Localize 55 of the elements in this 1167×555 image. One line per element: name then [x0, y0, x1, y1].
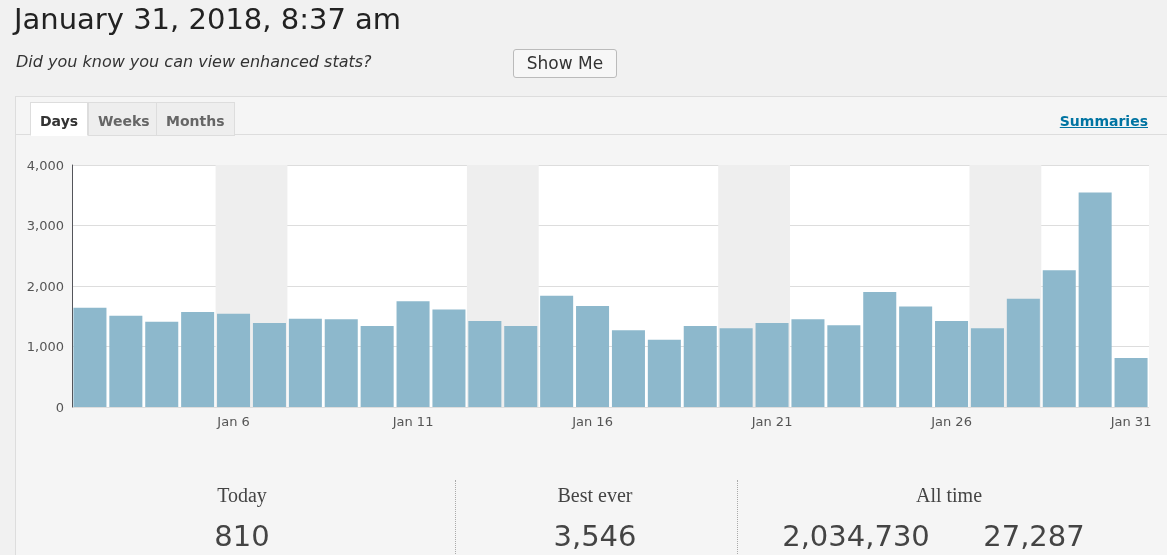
bar [1114, 358, 1148, 407]
bar [109, 315, 143, 407]
x-tick-label: Jan 6 [216, 414, 250, 429]
text: Weeks [88, 102, 160, 136]
bar [683, 325, 717, 407]
bar [73, 307, 107, 407]
bar [181, 312, 215, 407]
text: Months [156, 102, 235, 136]
chart-subtitle: Did you know you can view enhanced stats? [16, 52, 372, 71]
y-tick-label: 3,000 [26, 218, 64, 233]
bar [360, 325, 394, 407]
bar [1042, 270, 1076, 407]
x-tick-label: Jan 16 [571, 414, 613, 429]
bar [827, 325, 861, 407]
text: 2,034,730 [782, 519, 930, 553]
bar [396, 301, 430, 407]
bar [1078, 192, 1112, 407]
y-tick-label: 0 [55, 399, 64, 415]
bar [324, 319, 358, 407]
chart-title: January 31, 2018, 8:37 am [14, 2, 402, 36]
text: Show Me [513, 49, 617, 78]
bar [611, 330, 645, 407]
text: Best ever [556, 484, 634, 507]
bar [647, 339, 681, 407]
bar [468, 321, 502, 407]
bar [899, 306, 933, 407]
bar [970, 328, 1004, 407]
bar [504, 325, 538, 407]
text: 27,287 [983, 519, 1085, 553]
x-tick-label: Jan 31 [1109, 414, 1152, 429]
bar [145, 321, 179, 407]
y-tick-label: 2,000 [26, 278, 64, 294]
bar [1006, 298, 1040, 407]
x-tick-label: Jan 26 [930, 414, 972, 429]
bar [935, 321, 969, 407]
x-tick-label: Jan 11 [391, 414, 434, 429]
x-tick-label: Jan 21 [750, 414, 793, 429]
bar [288, 318, 322, 407]
bar [432, 309, 466, 407]
bar [863, 292, 897, 407]
text: Summaries [1059, 113, 1148, 129]
text: 810 [213, 519, 271, 553]
text: All time [914, 484, 984, 507]
bar [791, 319, 825, 407]
bar [755, 322, 789, 407]
y-tick-label: 1,000 [26, 339, 64, 354]
text: 3,546 [552, 519, 638, 553]
text: Days [30, 102, 89, 136]
text: Today [216, 484, 268, 507]
y-tick-label: 4,000 [26, 157, 64, 173]
bar [719, 328, 753, 407]
bar [217, 313, 251, 407]
bar [540, 295, 574, 407]
bar [576, 305, 610, 407]
bar [252, 322, 286, 407]
